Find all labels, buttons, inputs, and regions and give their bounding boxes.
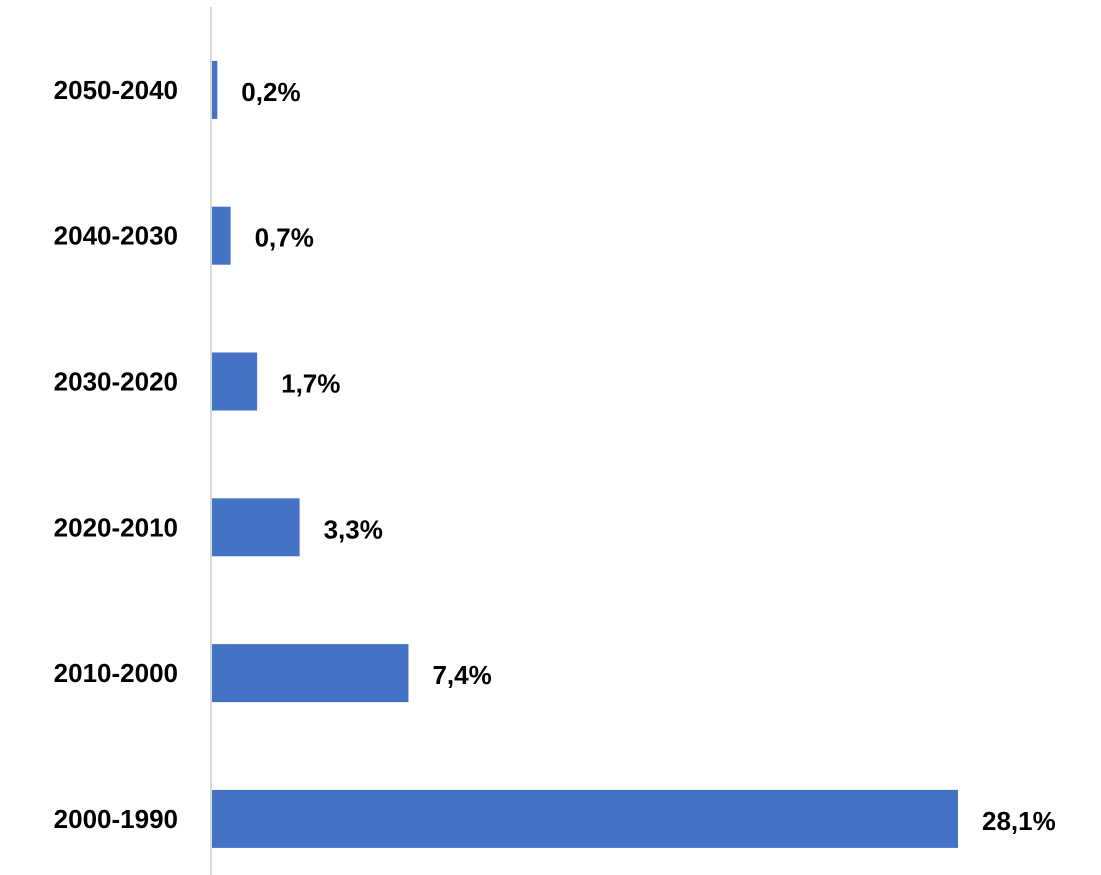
bar-2030-2020 xyxy=(212,352,258,411)
bars-group xyxy=(212,60,958,848)
value-label: 28,1% xyxy=(982,806,1056,836)
value-label: 0,7% xyxy=(255,223,314,253)
category-label: 2030-2020 xyxy=(54,367,178,397)
bar-2010-2000 xyxy=(212,644,409,703)
bar-2000-1990 xyxy=(212,789,958,848)
value-labels: 0,2% 0,7% 1,7% 3,3% 7,4% 28,1% xyxy=(241,77,1055,836)
category-label: 2000-1990 xyxy=(54,804,178,834)
bar-2020-2010 xyxy=(212,498,300,557)
bar-2050-2040 xyxy=(212,60,218,119)
value-label: 0,2% xyxy=(241,77,300,107)
category-label: 2020-2010 xyxy=(54,512,178,542)
category-label: 2050-2040 xyxy=(54,75,178,105)
value-label: 3,3% xyxy=(324,514,383,544)
bar-2040-2030 xyxy=(212,206,231,265)
category-label: 2040-2030 xyxy=(54,221,178,251)
category-label: 2010-2000 xyxy=(54,658,178,688)
value-label: 1,7% xyxy=(281,369,340,399)
category-labels: 2050-2040 2040-2030 2030-2020 2020-2010 2010… xyxy=(54,75,178,834)
value-label: 7,4% xyxy=(432,660,491,690)
